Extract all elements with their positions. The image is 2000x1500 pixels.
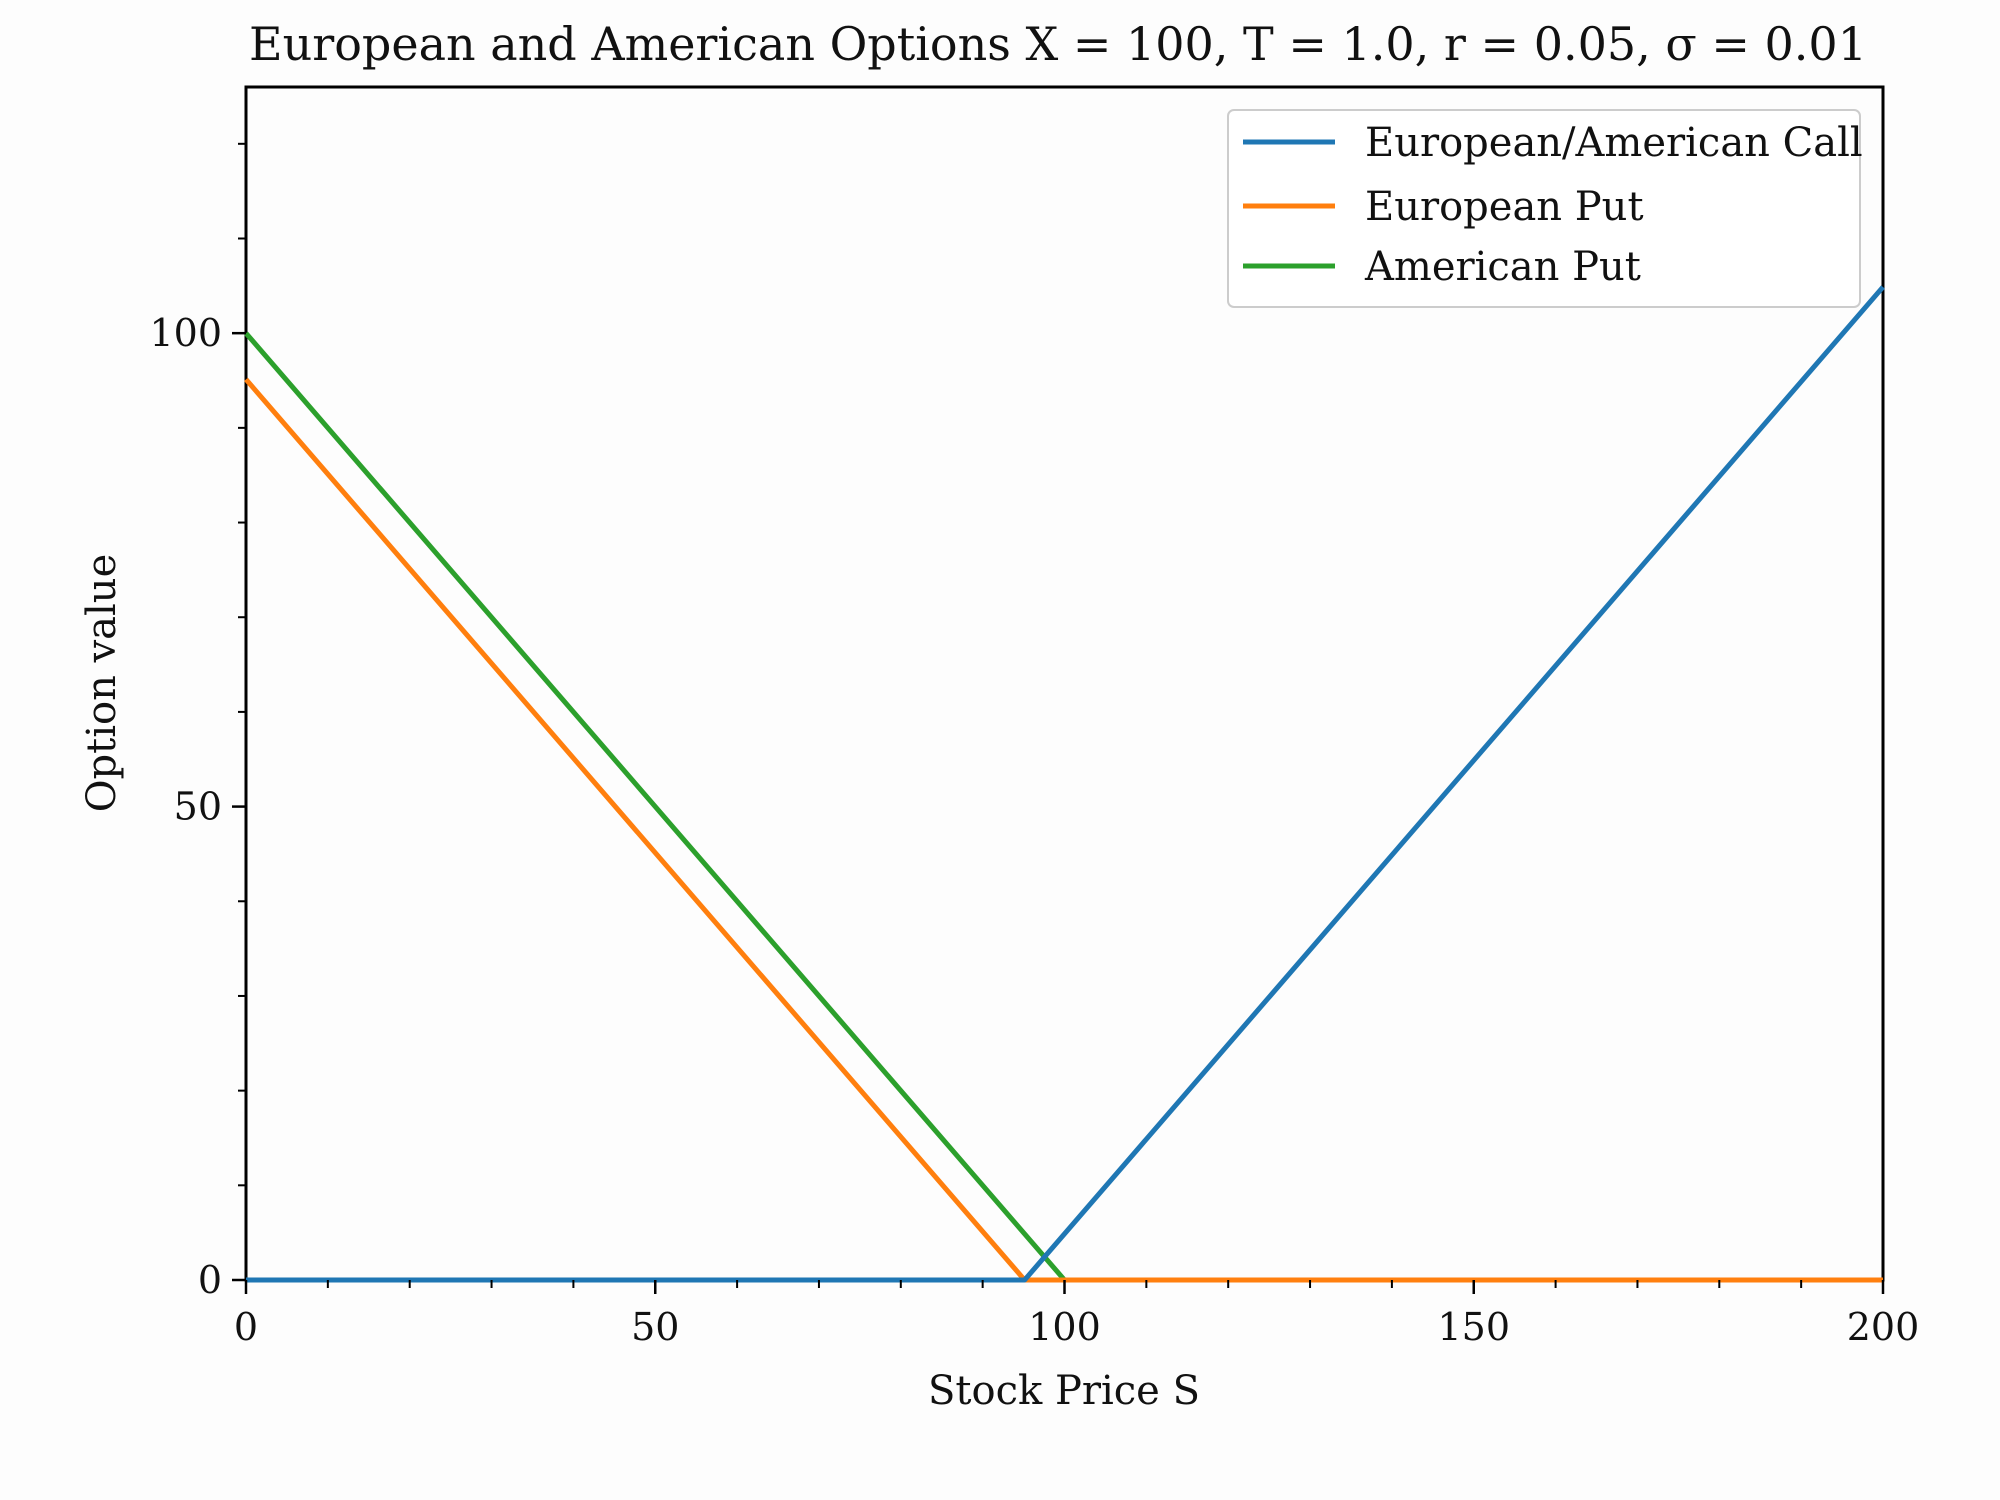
y-tick-label: 100 <box>149 311 222 355</box>
legend-box <box>1227 109 1861 308</box>
legend: European/American Call European Put Amer… <box>1227 109 1863 308</box>
legend-label-call: European/American Call <box>1365 120 1863 166</box>
x-tick-label: 100 <box>1028 1305 1101 1349</box>
series-line-call <box>246 285 1885 1283</box>
x-tick-label: 200 <box>1847 1305 1920 1349</box>
x-axis-label: Stock Price S <box>928 1368 1200 1414</box>
y-tick-label: 0 <box>198 1258 222 1302</box>
x-tick-label: 0 <box>234 1305 258 1349</box>
y-axis-label: Option value <box>79 554 125 813</box>
tick-layer: 0 50 100 150 200 0 50 100 <box>149 142 1920 1349</box>
y-tick-label: 50 <box>174 785 222 829</box>
x-tick-label: 150 <box>1437 1305 1510 1349</box>
legend-label-european-put: European Put <box>1365 184 1644 230</box>
legend-label-american-put: American Put <box>1364 244 1641 290</box>
chart-title: European and American Options X = 100, T… <box>249 17 1867 71</box>
x-tick-label: 50 <box>631 1305 679 1349</box>
